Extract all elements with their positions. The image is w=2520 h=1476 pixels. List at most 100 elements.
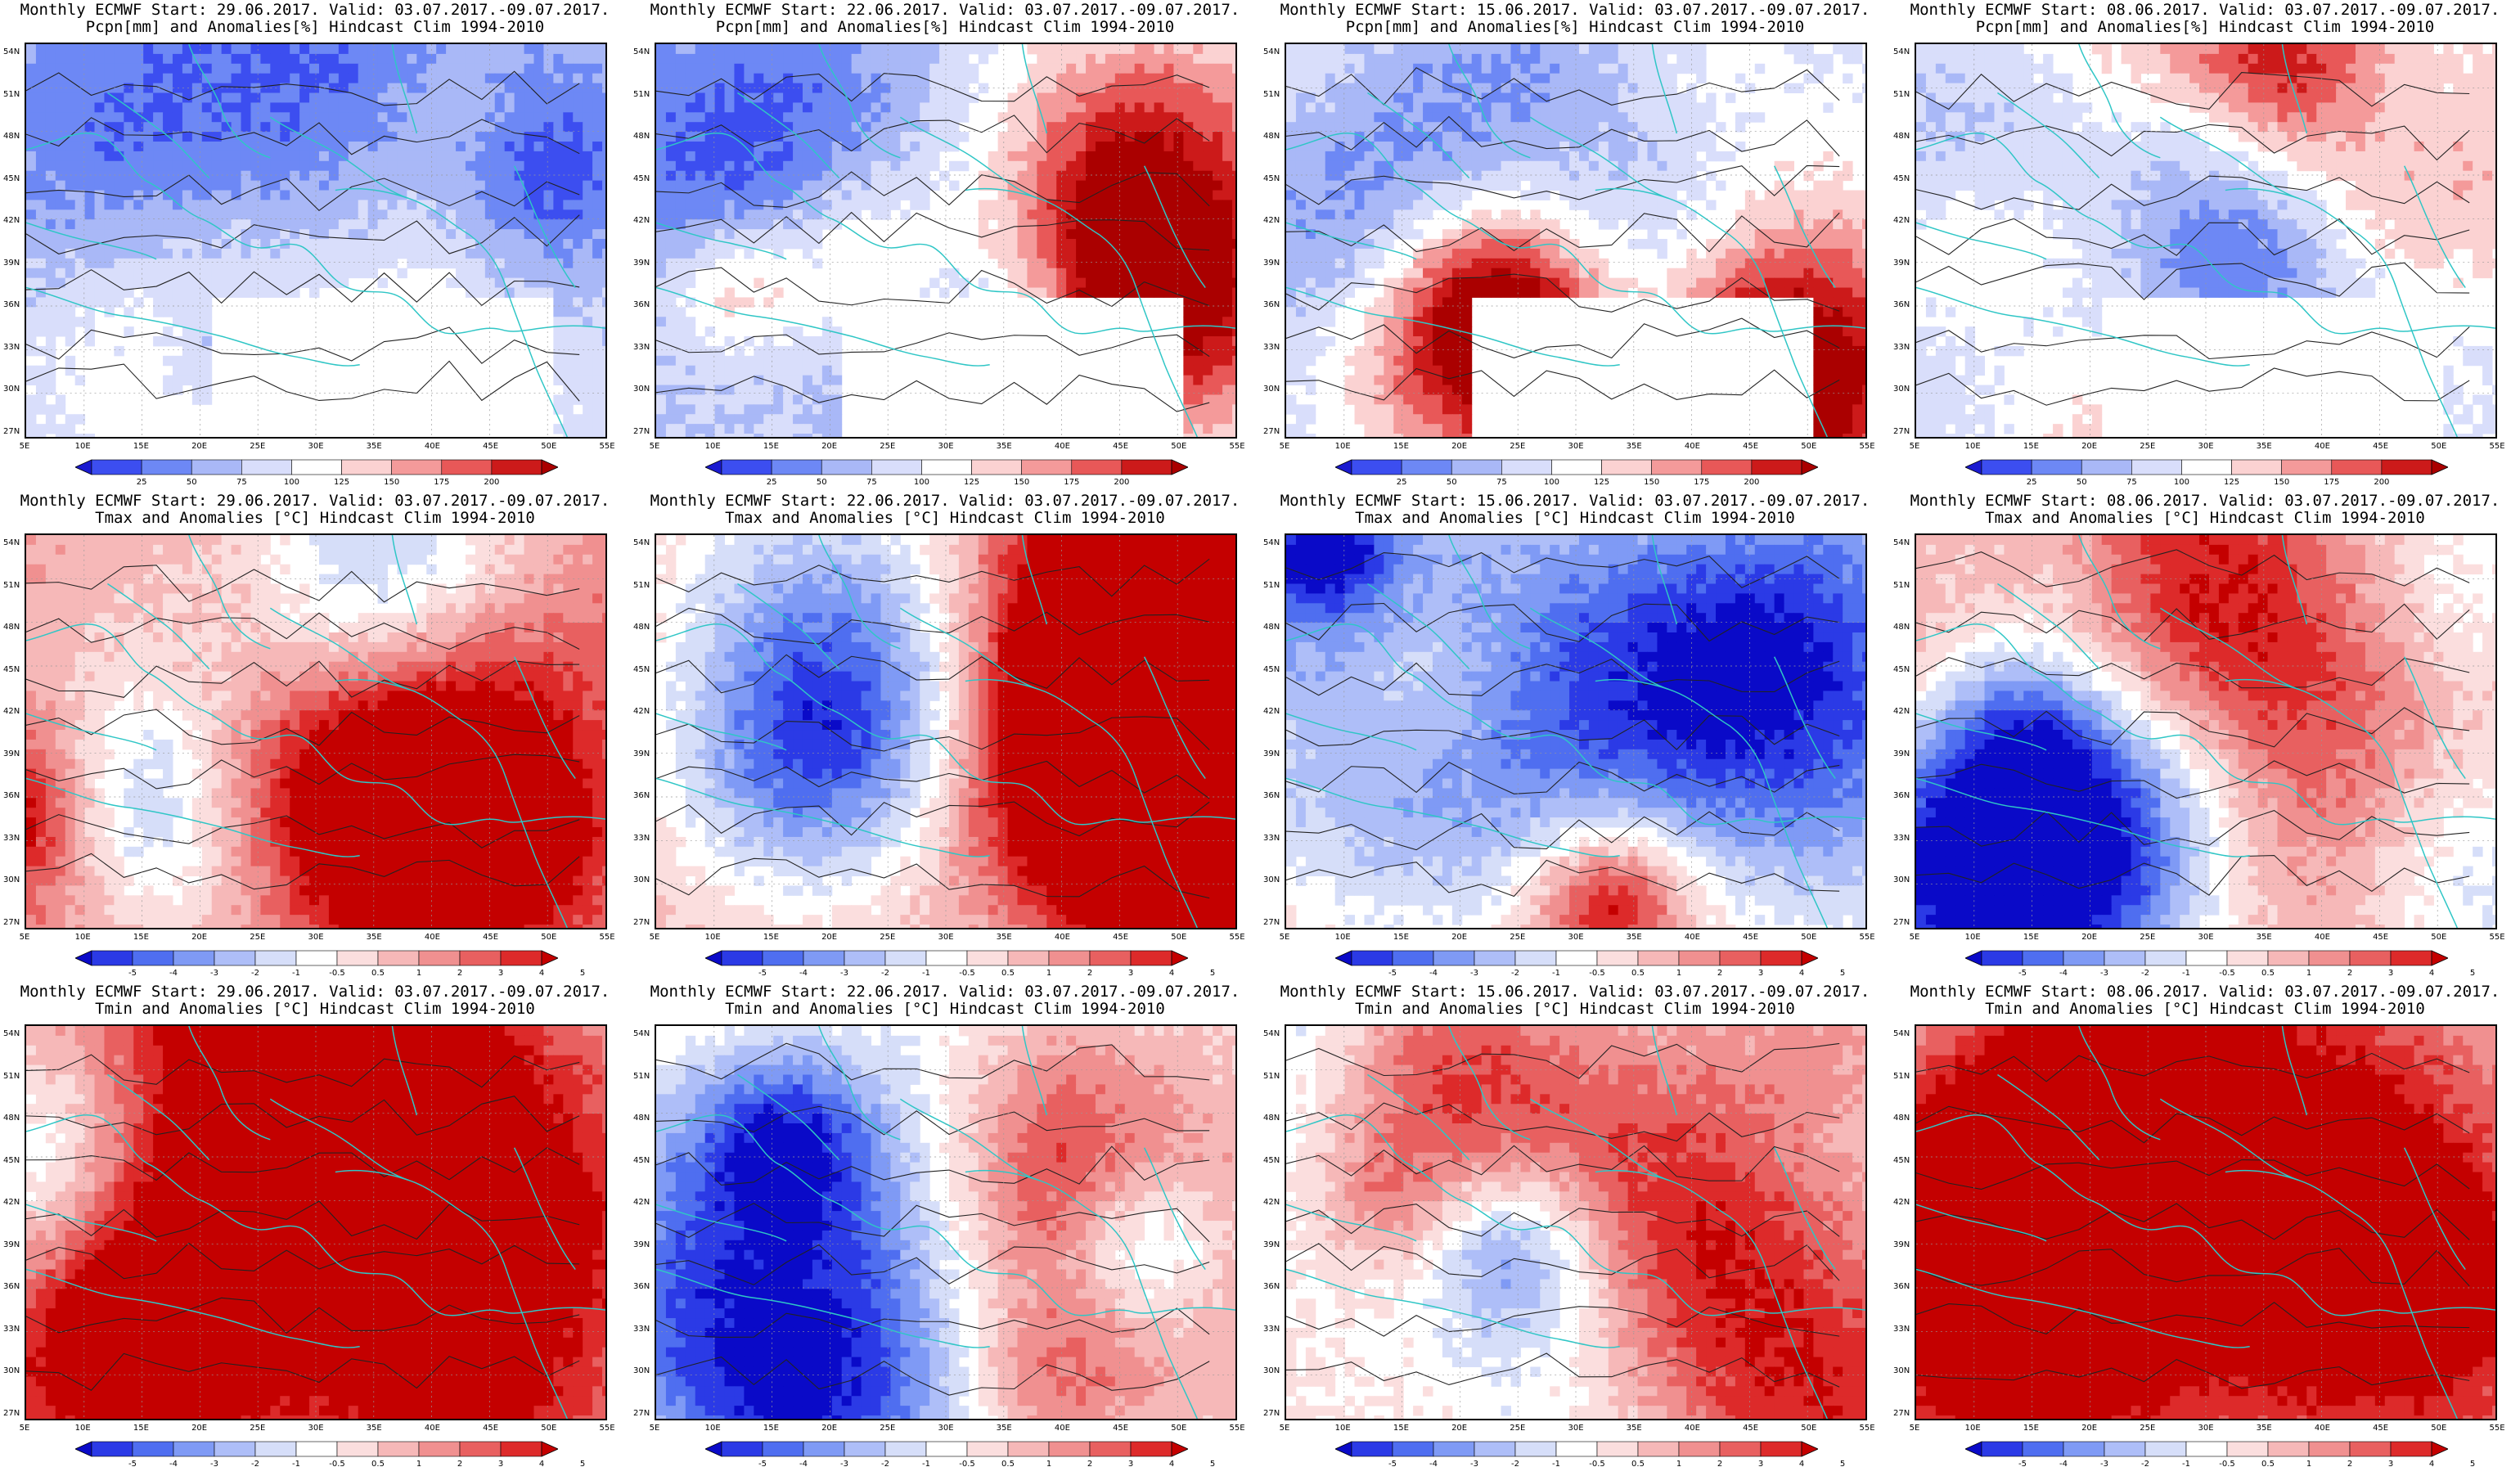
anomaly-cell bbox=[553, 83, 563, 93]
anomaly-cell bbox=[95, 209, 105, 219]
anomaly-cell bbox=[900, 151, 910, 161]
anomaly-cell bbox=[475, 132, 485, 142]
anomaly-cell bbox=[1232, 394, 1235, 404]
anomaly-cell bbox=[368, 151, 378, 161]
anomaly-cell bbox=[456, 132, 466, 142]
anomaly-cell bbox=[832, 132, 842, 142]
anomaly-cell bbox=[1232, 404, 1235, 414]
anomaly-cell bbox=[56, 278, 65, 288]
anomaly-cell bbox=[329, 93, 339, 103]
anomaly-cell bbox=[1213, 414, 1222, 424]
anomaly-cell bbox=[715, 424, 725, 434]
anomaly-cell bbox=[1355, 44, 1365, 54]
anomaly-cell bbox=[1676, 229, 1686, 239]
anomaly-cell bbox=[75, 93, 85, 103]
anomaly-cell bbox=[842, 64, 852, 74]
anomaly-cell bbox=[182, 219, 192, 229]
anomaly-cell bbox=[1442, 288, 1452, 298]
anomaly-cell bbox=[1657, 102, 1667, 112]
anomaly-cell bbox=[1173, 239, 1183, 249]
anomaly-cell bbox=[397, 200, 407, 209]
anomaly-cell bbox=[822, 102, 832, 112]
anomaly-cell bbox=[1316, 268, 1325, 278]
anomaly-cell bbox=[1520, 161, 1530, 171]
anomaly-cell bbox=[1462, 64, 1472, 74]
anomaly-cell bbox=[852, 44, 862, 54]
anomaly-cell bbox=[202, 161, 212, 171]
anomaly-cell bbox=[1423, 278, 1433, 288]
anomaly-cell bbox=[1213, 200, 1222, 209]
anomaly-cell bbox=[563, 434, 573, 437]
anomaly-cell bbox=[290, 181, 299, 191]
anomaly-cell bbox=[686, 366, 695, 376]
anomaly-cell bbox=[1648, 171, 1658, 181]
anomaly-cell bbox=[1540, 132, 1550, 142]
anomaly-cell bbox=[1706, 112, 1716, 122]
anomaly-cell bbox=[744, 249, 754, 259]
anomaly-cell bbox=[929, 44, 939, 54]
anomaly-cell bbox=[1793, 83, 1803, 93]
longitude-tick-label: 25E bbox=[880, 442, 895, 451]
anomaly-cell bbox=[232, 200, 241, 209]
anomaly-cell bbox=[212, 54, 222, 64]
anomaly-cell bbox=[466, 64, 475, 74]
longitude-tick-label: 5E bbox=[20, 442, 30, 451]
anomaly-cell bbox=[695, 336, 705, 346]
anomaly-cell bbox=[1862, 209, 1865, 219]
anomaly-cell bbox=[280, 142, 290, 151]
anomaly-cell bbox=[1325, 74, 1335, 83]
anomaly-cell bbox=[1843, 366, 1852, 376]
anomaly-cell bbox=[852, 83, 862, 93]
anomaly-cell bbox=[1232, 288, 1235, 298]
anomaly-cell bbox=[173, 44, 182, 54]
anomaly-cell bbox=[1325, 122, 1335, 132]
anomaly-cell bbox=[543, 44, 553, 54]
anomaly-cell bbox=[744, 404, 754, 414]
anomaly-cell bbox=[1579, 151, 1589, 161]
anomaly-cell bbox=[929, 151, 939, 161]
anomaly-cell bbox=[715, 376, 725, 385]
anomaly-cell bbox=[734, 346, 744, 356]
anomaly-cell bbox=[1569, 102, 1579, 112]
anomaly-cell bbox=[812, 336, 822, 346]
anomaly-cell bbox=[573, 200, 583, 209]
anomaly-cell bbox=[524, 93, 534, 103]
anomaly-cell bbox=[212, 278, 222, 288]
anomaly-cell bbox=[563, 132, 573, 142]
anomaly-cell bbox=[1628, 151, 1638, 161]
anomaly-cell bbox=[319, 219, 329, 229]
anomaly-cell bbox=[1183, 317, 1193, 326]
anomaly-cell bbox=[329, 209, 339, 219]
anomaly-cell bbox=[46, 219, 56, 229]
anomaly-cell bbox=[1316, 151, 1325, 161]
anomaly-cell bbox=[26, 268, 36, 278]
anomaly-cell bbox=[1232, 366, 1235, 376]
anomaly-cell bbox=[832, 64, 842, 74]
anomaly-cell bbox=[783, 191, 793, 200]
anomaly-cell bbox=[1286, 200, 1296, 209]
anomaly-cell bbox=[104, 132, 114, 142]
anomaly-cell bbox=[1648, 219, 1658, 229]
anomaly-cell bbox=[563, 249, 573, 259]
anomaly-cell bbox=[202, 142, 212, 151]
anomaly-cell bbox=[290, 200, 299, 209]
anomaly-cell bbox=[182, 288, 192, 298]
anomaly-cell bbox=[1076, 278, 1086, 288]
anomaly-cell bbox=[388, 249, 398, 259]
anomaly-cell bbox=[1027, 122, 1037, 132]
anomaly-cell bbox=[349, 209, 358, 219]
anomaly-cell bbox=[1086, 209, 1096, 219]
anomaly-cell bbox=[358, 44, 368, 54]
anomaly-cell bbox=[329, 112, 339, 122]
anomaly-cell bbox=[754, 434, 763, 437]
anomaly-cell bbox=[1384, 64, 1393, 74]
anomaly-cell bbox=[309, 54, 319, 64]
anomaly-cell bbox=[1125, 181, 1135, 191]
anomaly-cell bbox=[1163, 64, 1173, 74]
anomaly-cell bbox=[822, 219, 832, 229]
anomaly-cell bbox=[705, 326, 715, 336]
anomaly-cell bbox=[880, 64, 890, 74]
anomaly-cell bbox=[1286, 151, 1296, 161]
anomaly-cell bbox=[1213, 44, 1222, 54]
anomaly-cell bbox=[232, 249, 241, 259]
